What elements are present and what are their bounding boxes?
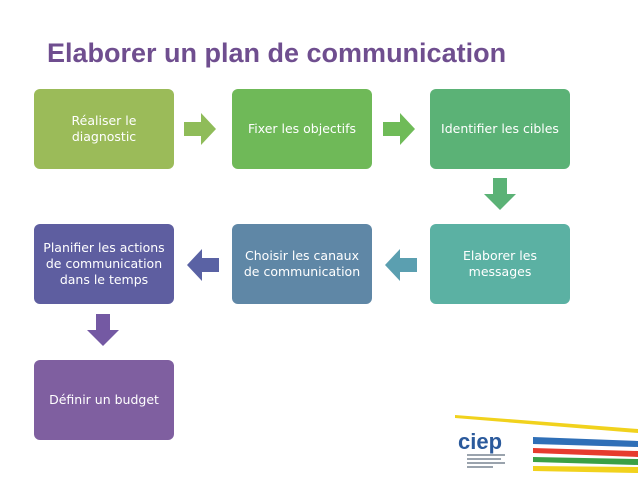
step-label: Planifier les actions de communication d… [43, 240, 165, 287]
step-label: Définir un budget [49, 392, 159, 407]
step-label: Fixer les objectifs [247, 121, 357, 136]
arrow-down-icon [484, 178, 516, 210]
step-label: Réaliser le diagnostic [71, 113, 137, 144]
logo-text: ciep [458, 429, 502, 454]
step-fixer-objectifs: Fixer les objectifs [232, 89, 372, 169]
step-realiser-diagnostic: Réaliser le diagnostic [34, 89, 174, 169]
step-elaborer-messages: Elaborer les messages [430, 224, 570, 304]
arrow-right-icon [184, 113, 216, 145]
step-planifier-actions: Planifier les actions de communication d… [34, 224, 174, 304]
arrow-left-icon [385, 249, 417, 281]
page-title: Elaborer un plan de communication [47, 38, 507, 68]
arrow-left-icon [187, 249, 219, 281]
step-label: Elaborer les messages [463, 248, 537, 279]
step-label: Choisir les canaux de communication [243, 248, 361, 279]
arrow-down-icon [87, 314, 119, 346]
step-definir-budget: Définir un budget [34, 360, 174, 440]
arrow-right-icon [383, 113, 415, 145]
step-label: Identifier les cibles [441, 121, 559, 136]
step-identifier-cibles: Identifier les cibles [430, 89, 570, 169]
step-choisir-canaux: Choisir les canaux de communication [232, 224, 372, 304]
ciep-logo-icon: ciep [455, 415, 638, 473]
